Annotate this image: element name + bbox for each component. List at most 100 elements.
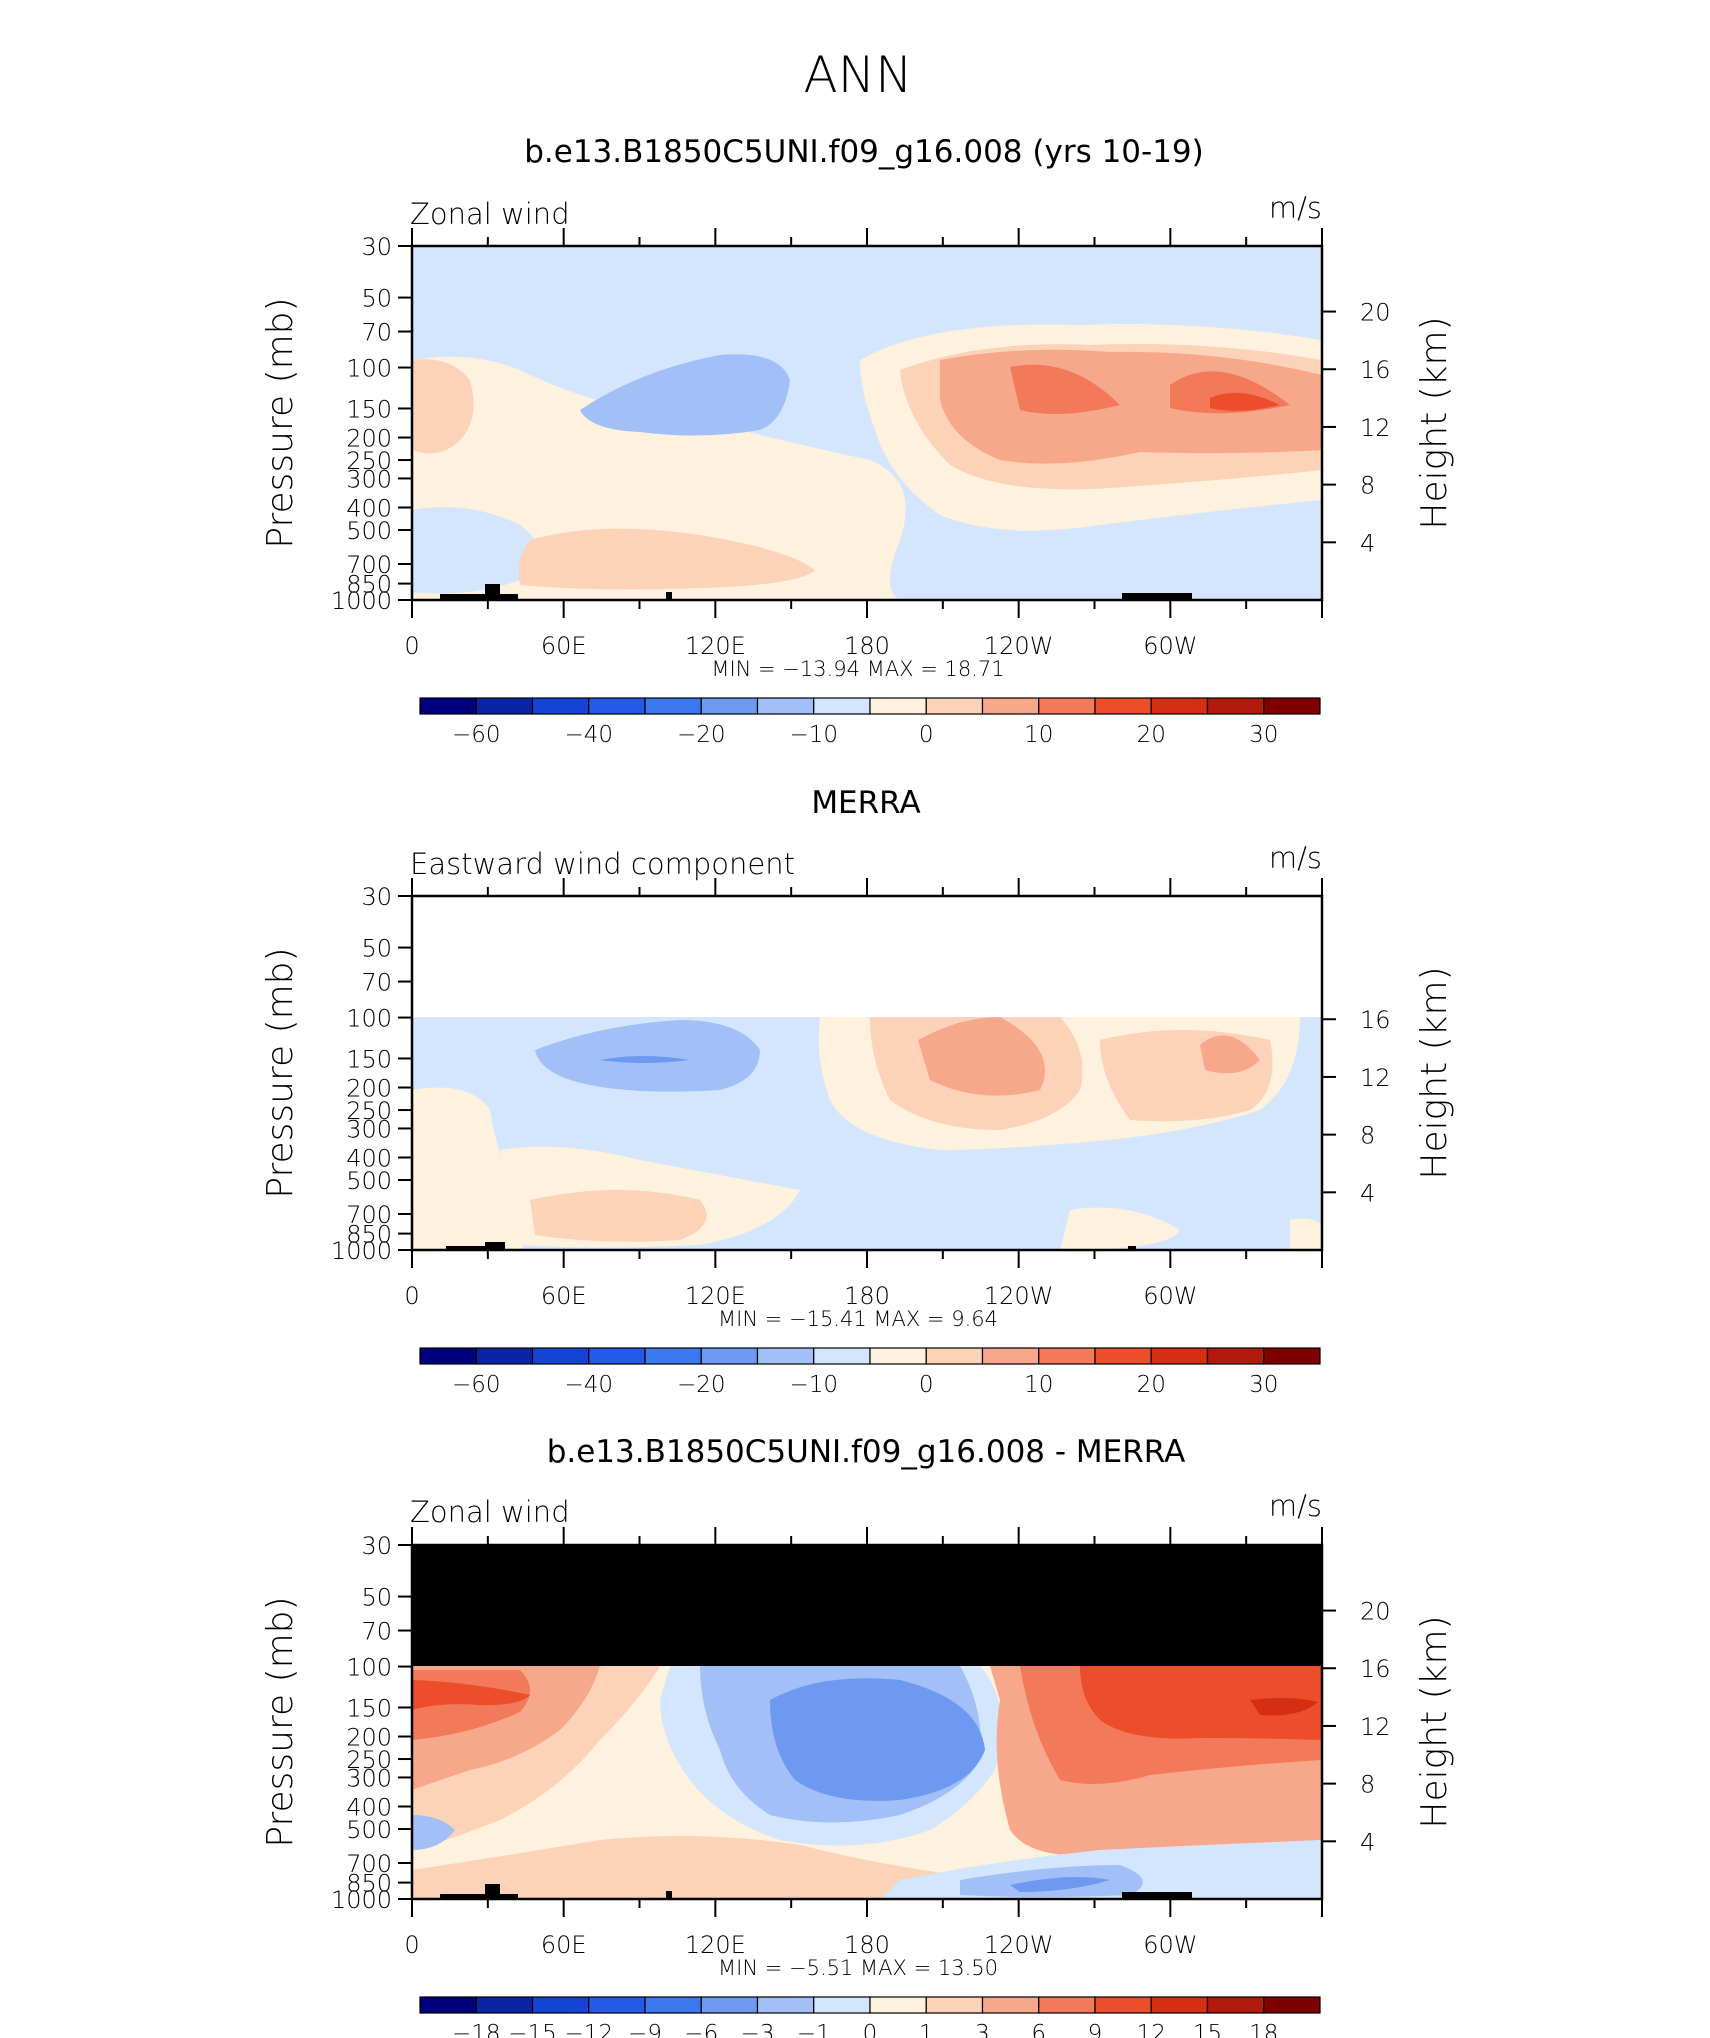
colorbar-label: 20 (1137, 1372, 1166, 1398)
pressure-tick-label: 150 (346, 1045, 392, 1073)
pressure-tick-label: 700 (346, 551, 392, 579)
pressure-tick-label: 30 (361, 233, 392, 261)
colorbar-label: −18 (452, 2021, 501, 2038)
y-axis-label: Pressure (mb) (260, 297, 301, 548)
colorbar-label: 10 (1024, 722, 1053, 748)
colorbar-swatch (925, 1347, 984, 1365)
panel-variable-label: Eastward wind component (410, 847, 795, 881)
height-tick-label: 4 (1360, 529, 1375, 557)
colorbar-label: −1 (797, 2021, 831, 2038)
height-tick-label: 12 (1360, 1713, 1391, 1741)
y2-axis-label: Height (km) (1414, 316, 1455, 529)
colorbar-label: −40 (564, 722, 613, 748)
colorbar-label: 12 (1137, 2021, 1166, 2038)
pressure-tick-label: 500 (346, 1816, 392, 1844)
lon-tick-label: 60E (541, 1282, 587, 1310)
pressure-tick-label: 400 (346, 1144, 392, 1172)
pressure-tick-label: 1000 (331, 587, 392, 615)
panel-title: b.e13.B1850C5UNI.f09_g16.008 - MERRA (547, 1434, 1186, 1470)
colorbar-swatch (1094, 1996, 1152, 2014)
height-tick-label: 20 (1360, 299, 1391, 327)
pressure-tick-label: 700 (346, 1201, 392, 1229)
colorbar-label: −3 (741, 2021, 775, 2038)
y2-axis-label: Height (km) (1414, 966, 1455, 1179)
colorbar-swatch (588, 697, 646, 715)
lon-tick-label: 180 (844, 1282, 890, 1310)
height-tick-label: 8 (1360, 472, 1375, 500)
colorbar-swatch (1150, 697, 1209, 715)
colorbar-swatch (1263, 1996, 1321, 2014)
colorbar-swatch (869, 1347, 927, 1365)
height-tick-label: 16 (1360, 356, 1391, 384)
colorbar-swatch (419, 1996, 477, 2014)
colorbar-swatch (1206, 697, 1265, 715)
colorbar-swatch (531, 697, 590, 715)
colorbar-swatch (981, 697, 1040, 715)
colorbar-swatch (700, 1996, 759, 2014)
lon-tick-label: 180 (844, 632, 890, 660)
colorbar-swatch (1263, 697, 1321, 715)
y-axis-label: Pressure (mb) (260, 1596, 301, 1847)
colorbar-label: 18 (1249, 2021, 1278, 2038)
colorbar-swatch (588, 1347, 646, 1365)
colorbar-swatch (1150, 1996, 1209, 2014)
lon-tick-label: 180 (844, 1931, 890, 1959)
colorbar-swatch (700, 1347, 759, 1365)
colorbar-swatch (869, 1996, 927, 2014)
lon-tick-label: 60E (541, 1931, 587, 1959)
colorbar-swatch (756, 697, 815, 715)
height-tick-label: 12 (1360, 1064, 1391, 1092)
panel-difference: b.e13.B1850C5UNI.f09_g16.008 - MERRA Zon… (260, 1434, 1455, 2038)
pressure-tick-label: 400 (346, 494, 392, 522)
colorbar-swatch (1206, 1347, 1265, 1365)
colorbar-swatch (644, 1996, 702, 2014)
panel-units: m/s (1269, 191, 1322, 225)
lon-tick-label: 60E (541, 632, 587, 660)
height-tick-label: 8 (1360, 1122, 1375, 1150)
lon-tick-label: 60W (1143, 1931, 1197, 1959)
colorbar-label: −20 (677, 1372, 726, 1398)
pressure-tick-label: 50 (361, 285, 392, 313)
colorbar-label: 3 (975, 2021, 990, 2038)
panel-variable-label: Zonal wind (410, 197, 570, 231)
colorbar-swatch (1150, 1347, 1209, 1365)
pressure-tick-label: 300 (346, 1115, 392, 1143)
colorbar-swatch (981, 1347, 1040, 1365)
height-tick-label: 12 (1360, 414, 1391, 442)
pressure-tick-label: 70 (361, 1618, 392, 1646)
pressure-tick-label: 50 (361, 935, 392, 963)
colorbar-swatch (981, 1996, 1040, 2014)
colorbar-swatch (644, 1347, 702, 1365)
pressure-tick-label: 30 (361, 1532, 392, 1560)
colorbar-swatch (475, 1996, 534, 2014)
pressure-tick-label: 50 (361, 1584, 392, 1612)
contour-field (412, 1545, 1322, 1899)
colorbar-label: −40 (564, 1372, 613, 1398)
colorbar-swatch (644, 697, 702, 715)
stats-text: MIN = −5.51 MAX = 13.50 (718, 1956, 998, 1980)
colorbar-label: 6 (1031, 2021, 1046, 2038)
colorbar-swatch (756, 1996, 815, 2014)
height-tick-label: 4 (1360, 1179, 1375, 1207)
stats-text: MIN = −13.94 MAX = 18.71 (711, 657, 1004, 681)
contour-field (412, 1017, 1322, 1250)
panel-title: b.e13.B1850C5UNI.f09_g16.008 (yrs 10-19) (524, 134, 1204, 170)
colorbar-swatch (1263, 1347, 1321, 1365)
pressure-tick-label: 300 (346, 465, 392, 493)
pressure-tick-label: 1000 (331, 1237, 392, 1265)
colorbar-swatch (1206, 1996, 1265, 2014)
colorbar-label: 10 (1024, 1372, 1053, 1398)
lon-tick-label: 0 (404, 1931, 419, 1959)
colorbar-swatch (1094, 697, 1152, 715)
panel-title: MERRA (811, 785, 920, 821)
panel-merra: MERRA Eastward wind component m/s (260, 785, 1455, 1398)
panel-model: b.e13.B1850C5UNI.f09_g16.008 (yrs 10-19)… (260, 134, 1455, 748)
colorbar-label: 30 (1249, 722, 1278, 748)
pressure-tick-label: 850 (346, 1870, 392, 1898)
colorbar-swatch (1038, 1996, 1096, 2014)
colorbar-label: −60 (452, 1372, 501, 1398)
colorbar-label: −10 (789, 1372, 838, 1398)
pressure-tick-label: 30 (361, 883, 392, 911)
y2-axis-label: Height (km) (1414, 1615, 1455, 1828)
pressure-tick-label: 300 (346, 1764, 392, 1792)
